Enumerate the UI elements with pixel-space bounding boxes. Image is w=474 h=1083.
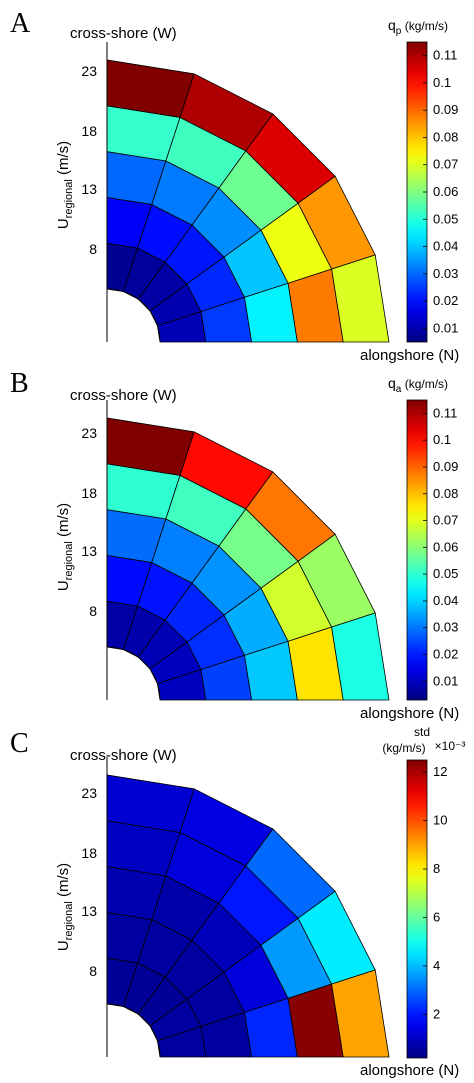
top-axis-label: cross-shore (W) bbox=[70, 747, 177, 764]
y-tick-label: 8 bbox=[89, 603, 97, 619]
y-tick-label: 18 bbox=[81, 845, 97, 861]
y-tick-label: 23 bbox=[81, 785, 97, 801]
colorbar-tick-label: 0.01 bbox=[433, 320, 458, 335]
inner-arc bbox=[106, 288, 161, 343]
y-tick-label: 18 bbox=[81, 485, 97, 501]
colorbar-label: qa (kg/m/s) bbox=[388, 375, 448, 395]
panel-letter: C bbox=[10, 728, 29, 759]
panel-letter: A bbox=[10, 8, 31, 39]
heatmap-cells bbox=[106, 774, 390, 1058]
colorbar-tick-label: 8 bbox=[433, 861, 440, 876]
colorbar-tick-label: 4 bbox=[433, 958, 440, 973]
y-tick-label: 8 bbox=[89, 963, 97, 979]
colorbar-tick-label: 0.1 bbox=[433, 75, 451, 90]
colorbar-tick-label: 12 bbox=[433, 764, 447, 779]
y-tick-label: 13 bbox=[81, 903, 97, 919]
colorbar-tick-label: 0.07 bbox=[433, 157, 458, 172]
colorbar-exponent: ×10⁻³ bbox=[435, 739, 466, 753]
colorbar-tick-label: 0.11 bbox=[433, 405, 457, 420]
colorbar-tick-label: 2 bbox=[433, 1006, 440, 1021]
panel-a: A 23 18 13 8 Uregional (m/s) cross-shore (W) al… bbox=[10, 8, 459, 364]
colorbar bbox=[406, 759, 428, 1059]
colorbar-tick-label: 0.09 bbox=[433, 102, 458, 117]
colorbar-tick-label: 0.06 bbox=[433, 539, 458, 554]
y-axis-title: Uregional (m/s) bbox=[55, 863, 75, 951]
colorbar-tick-label: 0.04 bbox=[433, 593, 458, 608]
colorbar-tick-label: 0.05 bbox=[433, 566, 458, 581]
y-tick-label: 23 bbox=[81, 425, 97, 441]
colorbar-tick-label: 0.11 bbox=[433, 48, 457, 63]
top-axis-label: cross-shore (W) bbox=[70, 387, 177, 404]
inner-arc bbox=[106, 646, 161, 701]
colorbar bbox=[406, 399, 428, 701]
colorbar-tick-label: 10 bbox=[433, 813, 447, 828]
heatmap-cells bbox=[106, 417, 390, 701]
colorbar-tick-label: 0.04 bbox=[433, 239, 458, 254]
y-tick-label: 13 bbox=[81, 181, 97, 197]
colorbar-tick-label: 0.07 bbox=[433, 513, 458, 528]
y-axis-title: Uregional (m/s) bbox=[55, 503, 75, 591]
panel-c: C 23 18 13 8 Uregional (m/s) cross-shore (W) al… bbox=[10, 725, 465, 1079]
panel-b: B 23 18 13 8 Uregional (m/s) cross-shore (W) al… bbox=[10, 368, 459, 722]
colorbar-tick-label: 0.08 bbox=[433, 129, 458, 144]
colorbar-tick-label: 0.05 bbox=[433, 211, 458, 226]
colorbar-label: qp (kg/m/s) bbox=[388, 17, 448, 37]
top-axis-label: cross-shore (W) bbox=[70, 25, 177, 42]
colorbar-tick-label: 0.08 bbox=[433, 486, 458, 501]
colorbar-tick-label: 0.09 bbox=[433, 459, 458, 474]
colorbar-unit: (kg/m/s) bbox=[382, 741, 425, 755]
colorbar-tick-label: 0.06 bbox=[433, 184, 458, 199]
colorbar-tick-label: 0.02 bbox=[433, 646, 458, 661]
y-tick-label: 13 bbox=[81, 543, 97, 559]
x-axis-label: alongshore (N) bbox=[360, 347, 459, 364]
x-axis-label: alongshore (N) bbox=[360, 1062, 459, 1079]
y-axis-title: Uregional (m/s) bbox=[55, 141, 75, 229]
colorbar-tick-label: 0.02 bbox=[433, 293, 458, 308]
y-tick-label: 18 bbox=[81, 123, 97, 139]
colorbar-label: std bbox=[414, 725, 430, 739]
x-axis-label: alongshore (N) bbox=[360, 705, 459, 722]
colorbar-tick-label: 0.1 bbox=[433, 432, 451, 447]
colorbar-tick-label: 0.03 bbox=[433, 620, 458, 635]
panel-letter: B bbox=[10, 368, 29, 399]
y-tick-label: 23 bbox=[81, 63, 97, 79]
colorbar-tick-label: 6 bbox=[433, 909, 440, 924]
colorbar-tick-label: 0.01 bbox=[433, 673, 458, 688]
colorbar-tick-label: 0.03 bbox=[433, 266, 458, 281]
inner-arc bbox=[106, 1003, 161, 1058]
heatmap-cells bbox=[106, 59, 390, 343]
y-tick-label: 8 bbox=[89, 241, 97, 257]
